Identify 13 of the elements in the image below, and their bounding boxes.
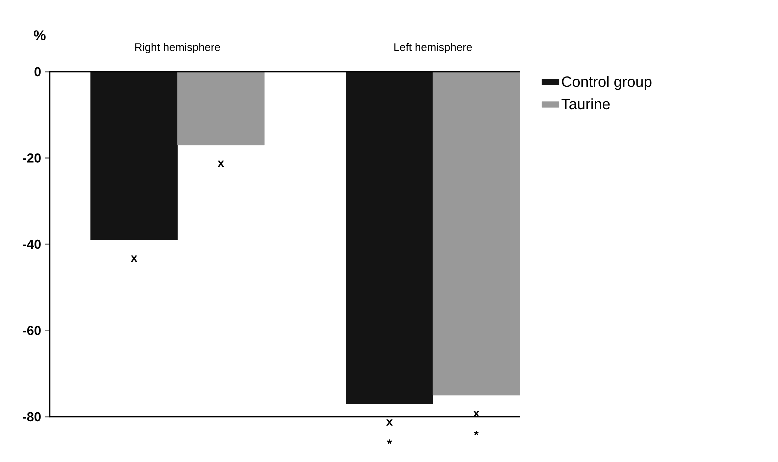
x-tick-label: Left hemisphere <box>394 43 472 54</box>
data-label: x <box>131 256 138 262</box>
data-label: x <box>218 160 224 168</box>
y-tick-label: -80 <box>23 412 41 422</box>
y-tick-label: -20 <box>23 154 41 163</box>
y-tick-label: -40 <box>23 240 41 250</box>
y-axis-title: % <box>34 30 46 40</box>
data-label: x * <box>386 420 393 444</box>
legend-label: Control group <box>562 76 652 90</box>
legend-label: Taurine <box>562 98 610 110</box>
y-tick-label: 0 <box>34 67 41 77</box>
x-tick-label: Right hemisphere <box>136 43 220 54</box>
y-tick-label: -60 <box>23 326 41 336</box>
